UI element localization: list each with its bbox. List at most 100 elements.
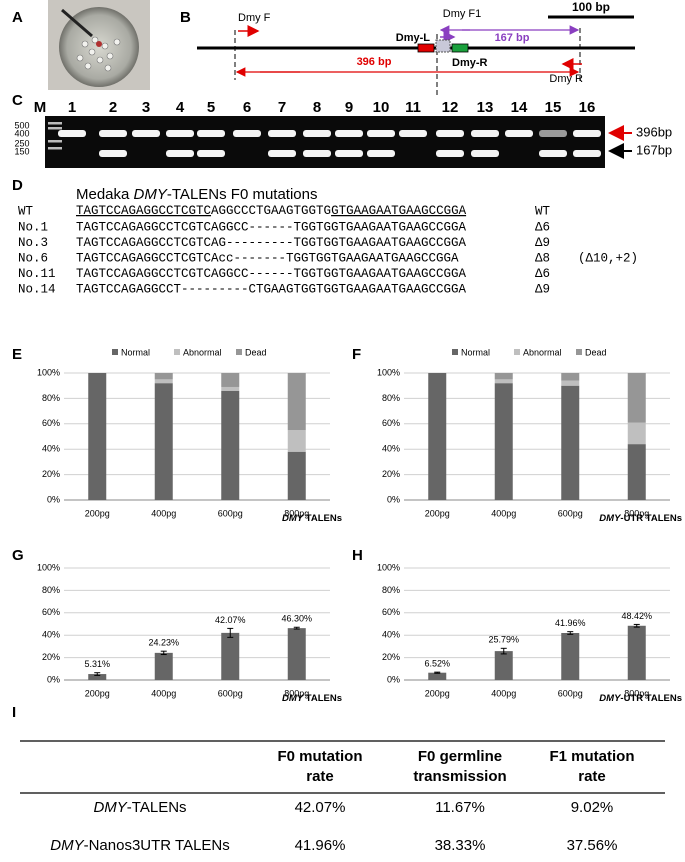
x-axis-title-part: TALENs xyxy=(303,693,342,704)
legend-label: Abnormal xyxy=(523,347,562,357)
primer-label: Dmy F1 xyxy=(443,8,482,20)
marker-label: 400 xyxy=(14,128,29,138)
panel-label: H xyxy=(352,547,363,564)
lane-label: 5 xyxy=(207,99,215,116)
lane-label: 4 xyxy=(176,99,185,116)
target-site: TAGTCCAGAGGCCTCGTC xyxy=(76,204,211,218)
legend-label: Abnormal xyxy=(183,347,222,357)
sequence-name: No.14 xyxy=(18,283,56,297)
bar-segment xyxy=(494,373,513,380)
table-cell: 37.56% xyxy=(567,837,618,854)
primer-label: Dmy R xyxy=(549,73,583,85)
x-tick-label: 200pg xyxy=(85,508,110,518)
x-axis-title-part: -UTR TALENs xyxy=(620,693,682,704)
gel-band xyxy=(573,130,601,137)
x-axis-title-part: TALENs xyxy=(303,513,342,524)
gel-band xyxy=(166,150,194,157)
lane-label: 6 xyxy=(243,99,251,116)
bar xyxy=(561,633,580,680)
panel-label: G xyxy=(12,547,24,564)
bar-segment xyxy=(561,385,580,500)
ladder-band xyxy=(48,127,62,130)
table-header: F0 germline transmission xyxy=(413,748,506,785)
band-label: 396bp xyxy=(636,124,672,139)
y-tick-label: 60% xyxy=(42,607,60,617)
lane-label: 11 xyxy=(405,99,421,116)
sequence-note: WT xyxy=(535,204,551,218)
gel-band xyxy=(58,130,86,137)
sequence-note: Δ6 xyxy=(535,267,550,281)
value-label: 5.31% xyxy=(84,659,110,669)
x-axis-title: DMY TALENs xyxy=(282,513,342,524)
gel-band xyxy=(505,130,533,137)
scale-label: 100 bp xyxy=(572,0,610,14)
x-tick-label: 400pg xyxy=(491,508,516,518)
sequence-name: WT xyxy=(18,204,34,218)
chart: 0% 20% 40% 60% 80% 100% 200pg 400pg 600pg 800pgDM… xyxy=(37,347,342,523)
y-tick-label: 80% xyxy=(42,393,60,403)
error-bar xyxy=(160,650,167,656)
lane-label: 7 xyxy=(278,99,286,116)
row-label: DMY-Nanos3UTR TALENs xyxy=(50,837,230,854)
gel-bands xyxy=(48,122,601,157)
table-cell: 11.67% xyxy=(435,799,485,816)
x-tick-label: 200pg xyxy=(85,688,110,698)
sequence-name: No.11 xyxy=(18,267,56,281)
x-axis-title-part: -UTR TALENs xyxy=(620,513,682,524)
bar-segment xyxy=(627,422,646,445)
x-tick-label: 200pg xyxy=(425,508,450,518)
y-tick-label: 100% xyxy=(37,367,60,377)
lane-label: 1 xyxy=(68,99,76,116)
y-tick-label: 20% xyxy=(42,652,60,662)
error-bar xyxy=(633,623,640,628)
value-label: 24.23% xyxy=(148,638,179,648)
x-tick-label: 800pg xyxy=(624,688,649,698)
x-axis-title-part: DMY xyxy=(282,513,305,524)
bar-segment xyxy=(221,386,240,391)
x-tick-label: 600pg xyxy=(558,688,583,698)
summary-table: F0 mutation rate F0 germline transmission F1… xyxy=(20,740,665,854)
ladder-band xyxy=(48,122,62,125)
sequence-rows: No.1 TAGTCCAGAGGCCTCGTCAGGCC------TGGTGGT… xyxy=(18,220,638,296)
bar-segment xyxy=(154,373,173,380)
gel-band xyxy=(233,130,261,137)
bar-segment xyxy=(627,373,646,423)
gel-band xyxy=(399,130,427,137)
legend-label: Dead xyxy=(585,347,607,357)
lane-label: M xyxy=(34,99,47,116)
embryos xyxy=(76,36,121,72)
bar-segment xyxy=(221,373,240,387)
sequence-note: Δ9 xyxy=(535,236,550,250)
bar xyxy=(88,674,107,680)
bar-segment xyxy=(154,383,173,500)
bar-segment xyxy=(88,373,107,500)
gel-band xyxy=(367,150,395,157)
panel-label: A xyxy=(12,9,23,26)
y-tick-label: 40% xyxy=(42,630,60,640)
legend-swatch xyxy=(112,349,118,355)
sequence-note: Δ9 xyxy=(535,283,550,297)
error-bar xyxy=(434,671,441,674)
gel-band xyxy=(166,130,194,137)
row-label-part: DMY xyxy=(93,799,127,816)
wt-sequence: TAGTCCAGAGGCCTCGTCAGGCCCTGAAGTGGTGGTGAAG… xyxy=(76,204,467,218)
error-bar xyxy=(500,647,507,655)
y-tick-label: 20% xyxy=(42,469,60,479)
bar-segment xyxy=(627,444,646,500)
bar-segment xyxy=(494,383,513,500)
gel-band xyxy=(436,150,464,157)
bar-segment xyxy=(494,379,513,384)
y-tick-label: 0% xyxy=(47,494,60,504)
table-header: F1 mutation rate xyxy=(550,748,635,785)
x-axis-title-part: DMY xyxy=(282,693,305,704)
gel-band xyxy=(471,150,499,157)
spacer-seq: AGGCCCTGAAGTGGTG xyxy=(211,204,331,218)
gel-band xyxy=(99,130,127,137)
talen-label: Dmy-L xyxy=(396,32,431,44)
x-axis-title-part: DMY xyxy=(599,513,622,524)
error-bar xyxy=(293,626,300,630)
mutant-sequence: TAGTCCAGAGGCCTCGTCAGGCC------TGGTGGTGAAG… xyxy=(76,267,467,281)
y-tick-label: 40% xyxy=(382,630,400,640)
y-tick-label: 40% xyxy=(42,444,60,454)
